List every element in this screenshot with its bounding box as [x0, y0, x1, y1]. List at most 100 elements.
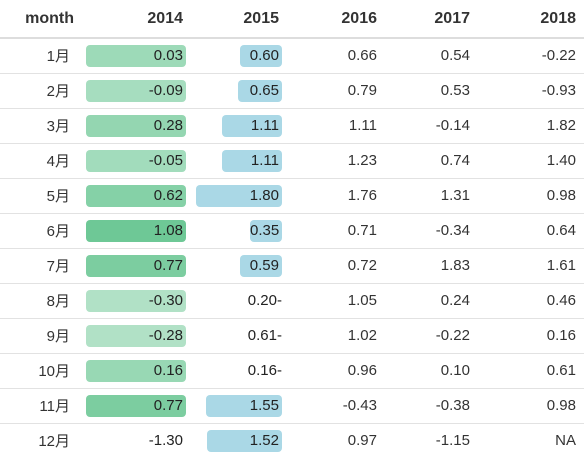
- blue-data-bar: 1.80: [196, 184, 282, 207]
- cell-2016: 1.23: [287, 143, 385, 179]
- cell-2018: 0.64: [478, 213, 584, 249]
- cell-2015: 1.55: [191, 388, 287, 424]
- cell-2015: 1.11: [191, 108, 287, 144]
- table-row: 12月 -1.30 1.52 0.97 -1.15 NA: [0, 423, 584, 458]
- col-header-2014[interactable]: 2014: [82, 0, 191, 39]
- table-row: 6月 1.08 0.35 0.71 -0.34 0.64: [0, 213, 584, 249]
- cell-2016: 1.02: [287, 318, 385, 354]
- cell-2018: 0.98: [478, 178, 584, 214]
- green-data-bar: -0.05: [86, 149, 186, 172]
- cell-2017: 0.10: [385, 353, 478, 389]
- cell-2018: -0.22: [478, 38, 584, 74]
- month-cell: 9月: [0, 318, 82, 354]
- cell-2018: 1.40: [478, 143, 584, 179]
- green-data-bar: 0.77: [86, 394, 186, 417]
- cell-2015: 0.35: [191, 213, 287, 249]
- green-data-bar: -1.30: [148, 431, 183, 449]
- cell-2016: 0.97: [347, 432, 377, 450]
- month-cell: 4月: [0, 143, 82, 179]
- cell-2015: 1.80: [191, 178, 287, 214]
- cell-2014: 1.08: [82, 213, 191, 249]
- month-cell: 12月: [38, 433, 70, 451]
- col-header-2016[interactable]: 2016: [287, 0, 385, 39]
- cell-2017: -0.34: [385, 213, 478, 249]
- header-row: month 2014 2015 2016 2017 2018: [0, 0, 584, 39]
- green-data-bar: 0.62: [86, 184, 186, 207]
- month-cell: 5月: [0, 178, 82, 214]
- table-row: 2月 -0.09 0.65 0.79 0.53 -0.93: [0, 73, 584, 109]
- cell-2016: 0.72: [287, 248, 385, 284]
- cell-2015: 0.16-: [191, 353, 287, 389]
- col-header-2015[interactable]: 2015: [191, 0, 287, 39]
- blue-data-bar: 1.52: [207, 429, 282, 452]
- table-row: 4月 -0.05 1.11 1.23 0.74 1.40: [0, 143, 584, 179]
- cell-2018: 1.61: [478, 248, 584, 284]
- cell-2017: 0.54: [385, 38, 478, 74]
- cell-2016: 1.76: [287, 178, 385, 214]
- cell-2014: 0.16: [82, 353, 191, 389]
- cell-2014: -0.30: [82, 283, 191, 319]
- cell-2015: 1.11: [191, 143, 287, 179]
- col-header-2017[interactable]: 2017: [385, 0, 478, 39]
- cell-2018: -0.93: [478, 73, 584, 109]
- monthly-data-table: month 2014 2015 2016 2017 2018 1月 0.03 0.6…: [0, 0, 584, 458]
- blue-data-bar: 0.20-: [247, 291, 282, 309]
- cell-2016: 1.11: [287, 108, 385, 144]
- blue-data-bar: 0.16-: [247, 361, 282, 379]
- blue-data-bar: 0.60: [240, 44, 282, 67]
- cell-2014: -0.05: [82, 143, 191, 179]
- month-cell: 7月: [0, 248, 82, 284]
- blue-data-bar: 0.65: [238, 79, 282, 102]
- cell-2016: 0.66: [287, 38, 385, 74]
- blue-data-bar: 0.61-: [247, 326, 282, 344]
- table-row: 10月 0.16 0.16- 0.96 0.10 0.61: [0, 353, 584, 389]
- cell-2016: 0.96: [287, 353, 385, 389]
- cell-2014: 0.77: [82, 388, 191, 424]
- cell-2016: 0.79: [287, 73, 385, 109]
- blue-data-bar: 1.55: [206, 394, 282, 417]
- green-data-bar: 1.08: [86, 219, 186, 242]
- table-row: 9月 -0.28 0.61- 1.02 -0.22 0.16: [0, 318, 584, 354]
- table-row: 11月 0.77 1.55 -0.43 -0.38 0.98: [0, 388, 584, 424]
- cell-2017: -0.22: [385, 318, 478, 354]
- cell-2018: 0.16: [478, 318, 584, 354]
- cell-2014: 0.62: [82, 178, 191, 214]
- table-row: 1月 0.03 0.60 0.66 0.54 -0.22: [0, 38, 584, 74]
- cell-2017: 1.31: [385, 178, 478, 214]
- cell-2018: 0.98: [478, 388, 584, 424]
- cell-2018: 0.46: [478, 283, 584, 319]
- col-header-month[interactable]: month: [0, 0, 82, 39]
- cell-2015: 1.52: [191, 423, 287, 458]
- cell-2017: 0.53: [385, 73, 478, 109]
- table-row: 3月 0.28 1.11 1.11 -0.14 1.82: [0, 108, 584, 144]
- green-data-bar: -0.09: [86, 79, 186, 102]
- cell-2015: 0.61-: [191, 318, 287, 354]
- table-row: 5月 0.62 1.80 1.76 1.31 0.98: [0, 178, 584, 214]
- month-cell: 8月: [0, 283, 82, 319]
- cell-2017: 0.74: [385, 143, 478, 179]
- cell-2014: 0.28: [82, 108, 191, 144]
- green-data-bar: 0.77: [86, 254, 186, 277]
- cell-2015: 0.20-: [191, 283, 287, 319]
- cell-2014: -0.28: [82, 318, 191, 354]
- table-row: 7月 0.77 0.59 0.72 1.83 1.61: [0, 248, 584, 284]
- blue-data-bar: 0.59: [240, 254, 282, 277]
- cell-2015: 0.59: [191, 248, 287, 284]
- green-data-bar: -0.28: [86, 324, 186, 347]
- cell-2014: -0.09: [82, 73, 191, 109]
- cell-2016: 0.71: [287, 213, 385, 249]
- cell-2017: -0.14: [385, 108, 478, 144]
- cell-2014: 0.77: [82, 248, 191, 284]
- blue-data-bar: 1.11: [222, 149, 282, 172]
- cell-2016: 1.05: [287, 283, 385, 319]
- col-header-2018[interactable]: 2018: [478, 0, 584, 39]
- month-cell: 10月: [0, 353, 82, 389]
- cell-2017: 1.83: [385, 248, 478, 284]
- cell-2018: 0.61: [478, 353, 584, 389]
- cell-2015: 0.60: [191, 38, 287, 74]
- month-cell: 3月: [0, 108, 82, 144]
- cell-2017: -0.38: [385, 388, 478, 424]
- month-cell: 1月: [0, 38, 82, 74]
- cell-2017: -1.15: [435, 432, 470, 450]
- cell-2014: 0.03: [82, 38, 191, 74]
